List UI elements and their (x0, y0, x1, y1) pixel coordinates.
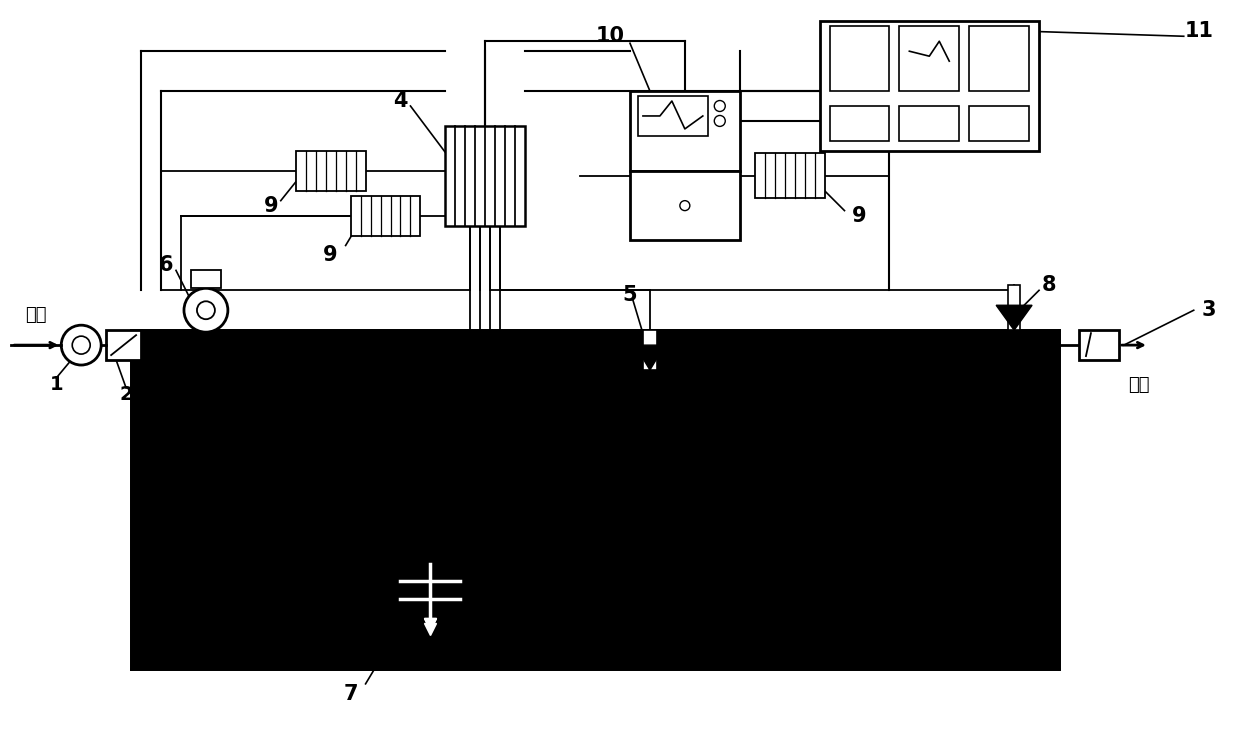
Bar (295, 151, 366, 190)
Bar (755, 153, 825, 198)
Polygon shape (996, 305, 1032, 330)
Text: 9: 9 (852, 206, 867, 226)
Text: 3: 3 (1202, 300, 1216, 320)
Bar (630, 171, 740, 241)
Circle shape (61, 326, 102, 365)
Bar (191, 271, 221, 288)
Text: 10: 10 (595, 26, 625, 46)
Text: 11: 11 (1184, 21, 1213, 41)
Bar (644, 330, 657, 370)
Text: 8: 8 (1042, 275, 1056, 296)
Text: 5: 5 (622, 285, 637, 305)
Bar (131, 330, 1059, 669)
Circle shape (184, 288, 228, 332)
Text: 1: 1 (50, 376, 63, 394)
Text: 污水: 污水 (26, 306, 47, 324)
Bar (445, 126, 526, 226)
Text: 6: 6 (159, 256, 174, 275)
Bar (637, 96, 708, 136)
Text: 出水: 出水 (1128, 376, 1149, 394)
Bar (820, 21, 1039, 151)
Text: 9: 9 (324, 245, 339, 266)
Bar (1079, 330, 1118, 360)
Bar (630, 91, 740, 171)
Bar (107, 330, 141, 360)
Text: 4: 4 (393, 91, 408, 111)
Polygon shape (635, 345, 665, 370)
Circle shape (714, 116, 725, 127)
Bar (351, 196, 420, 236)
Text: 9: 9 (263, 196, 278, 216)
Circle shape (714, 100, 725, 112)
Bar (830, 26, 889, 91)
Text: 2: 2 (119, 386, 133, 404)
Circle shape (72, 336, 91, 354)
Circle shape (680, 201, 689, 211)
Bar (1008, 285, 1021, 330)
Circle shape (197, 302, 215, 320)
Text: 7: 7 (343, 684, 358, 703)
Bar (830, 106, 889, 141)
Bar (970, 26, 1029, 91)
Bar (899, 106, 960, 141)
Bar (899, 26, 960, 91)
Bar (970, 106, 1029, 141)
